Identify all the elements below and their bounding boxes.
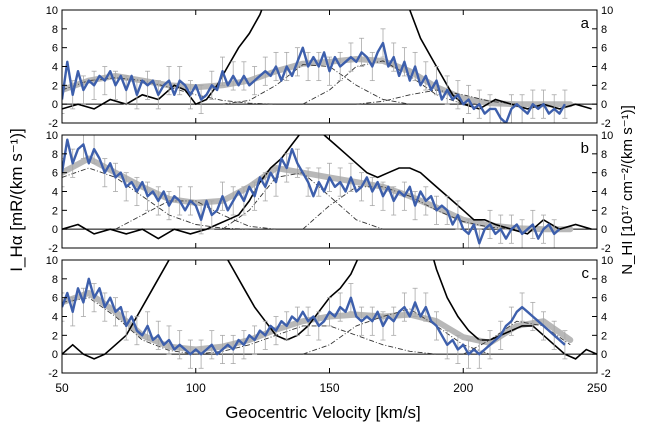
- y-tick-label-right: 10: [601, 130, 613, 142]
- y-tick-label-right: 10: [601, 5, 613, 17]
- y-tick-label-left: 2: [52, 80, 58, 92]
- x-tick-label: 50: [55, 381, 69, 395]
- x-tick-label: 250: [587, 381, 607, 395]
- y-tick-label-left: 4: [52, 62, 58, 74]
- panel-b: -2 -2 0 0 2 2 4 4 6 6 8 8 10 10 b: [46, 130, 614, 255]
- panel-a: -2 -2 0 0 2 2 4 4 6 6 8 8 10 10 a: [46, 5, 614, 130]
- y-tick-label-left: 10: [46, 255, 58, 267]
- y-tick-label-left: 2: [52, 330, 58, 342]
- y-tick-label-left: 0: [52, 349, 58, 361]
- y-tick-label-right: 8: [601, 149, 607, 161]
- y-tick-label-left: -2: [48, 243, 58, 255]
- hi-spectrum-line: [62, 135, 592, 240]
- y-tick-label-right: 4: [601, 312, 607, 324]
- y-tick-label-left: -2: [48, 368, 58, 380]
- plot-area: [62, 135, 597, 248]
- y-tick-label-left: 8: [52, 24, 58, 36]
- y-tick-label-left: -2: [48, 118, 58, 130]
- hi-spectrum-line: [62, 10, 592, 110]
- y-tick-label-left: 10: [46, 5, 58, 17]
- y-tick-label-right: 6: [601, 43, 607, 55]
- gaussian-component-1: [62, 167, 250, 230]
- panel-label-b: b: [581, 140, 589, 157]
- panels-group: -2 -20 02 24 46 68 810 10a-2 -20 02 24 46 68 810 10b-2…: [46, 5, 614, 395]
- panel-label-a: a: [581, 15, 590, 32]
- y-tick-label-right: 4: [601, 62, 607, 74]
- y-tick-label-right: 8: [601, 274, 607, 286]
- y-tick-label-left: 4: [52, 187, 58, 199]
- y-tick-label-right: 6: [601, 168, 607, 180]
- y-tick-label-left: 2: [52, 205, 58, 217]
- y-tick-label-right: 2: [601, 205, 607, 217]
- y-axis-label-left: I_Hα [mR/(km s⁻¹)]: [7, 128, 26, 271]
- halpha-spectrum-line: [62, 138, 561, 245]
- y-tick-label-right: 10: [601, 255, 613, 267]
- x-axis-label: Geocentric Velocity [km/s]: [225, 403, 421, 422]
- y-tick-label-right: 6: [601, 293, 607, 305]
- y-axis-label-right: N_HI [10¹⁷ cm⁻²/(km s⁻¹)]: [619, 105, 636, 275]
- gaussian-component-3: [302, 60, 464, 105]
- y-tick-label-left: 4: [52, 312, 58, 324]
- y-tick-label-right: -2: [601, 243, 611, 255]
- y-tick-label-left: 0: [52, 224, 58, 236]
- gaussian-component-2: [115, 200, 277, 230]
- y-tick-label-right: 0: [601, 349, 607, 361]
- hi-spectrum-line: [62, 260, 597, 360]
- y-tick-label-left: 8: [52, 274, 58, 286]
- y-tick-label-right: -2: [601, 368, 611, 380]
- halpha-spectrum-line: [62, 41, 566, 123]
- x-tick-label: 150: [319, 381, 339, 395]
- y-tick-label-right: 2: [601, 330, 607, 342]
- y-tick-label-right: -2: [601, 118, 611, 130]
- y-tick-label-right: 0: [601, 99, 607, 111]
- panel-label-c: c: [582, 265, 590, 282]
- y-tick-label-left: 8: [52, 149, 58, 161]
- gaussian-component-2: [222, 64, 410, 105]
- model-fit-line: [62, 290, 574, 353]
- x-tick-label: 200: [453, 381, 473, 395]
- panel-c: -2 -2 0 0 2 2 4 4 6 6 8 8 10 10 c: [46, 255, 614, 380]
- y-tick-label-left: 6: [52, 168, 58, 180]
- y-tick-label-right: 8: [601, 24, 607, 36]
- gaussian-component-4: [302, 186, 517, 230]
- halpha-spectrum-line: [62, 277, 566, 356]
- y-tick-label-left: 6: [52, 43, 58, 55]
- y-tick-label-left: 10: [46, 130, 58, 142]
- y-tick-label-right: 0: [601, 224, 607, 236]
- gaussian-component-2: [195, 325, 437, 355]
- y-tick-label-left: 6: [52, 293, 58, 305]
- plot-area: [62, 10, 597, 123]
- model-fit-line: [62, 155, 574, 233]
- plot-area: [62, 260, 597, 369]
- x-tick-label: 100: [186, 381, 206, 395]
- y-tick-label-right: 2: [601, 80, 607, 92]
- gaussian-component-3: [302, 308, 491, 355]
- y-tick-label-left: 0: [52, 99, 58, 111]
- y-tick-label-right: 4: [601, 187, 607, 199]
